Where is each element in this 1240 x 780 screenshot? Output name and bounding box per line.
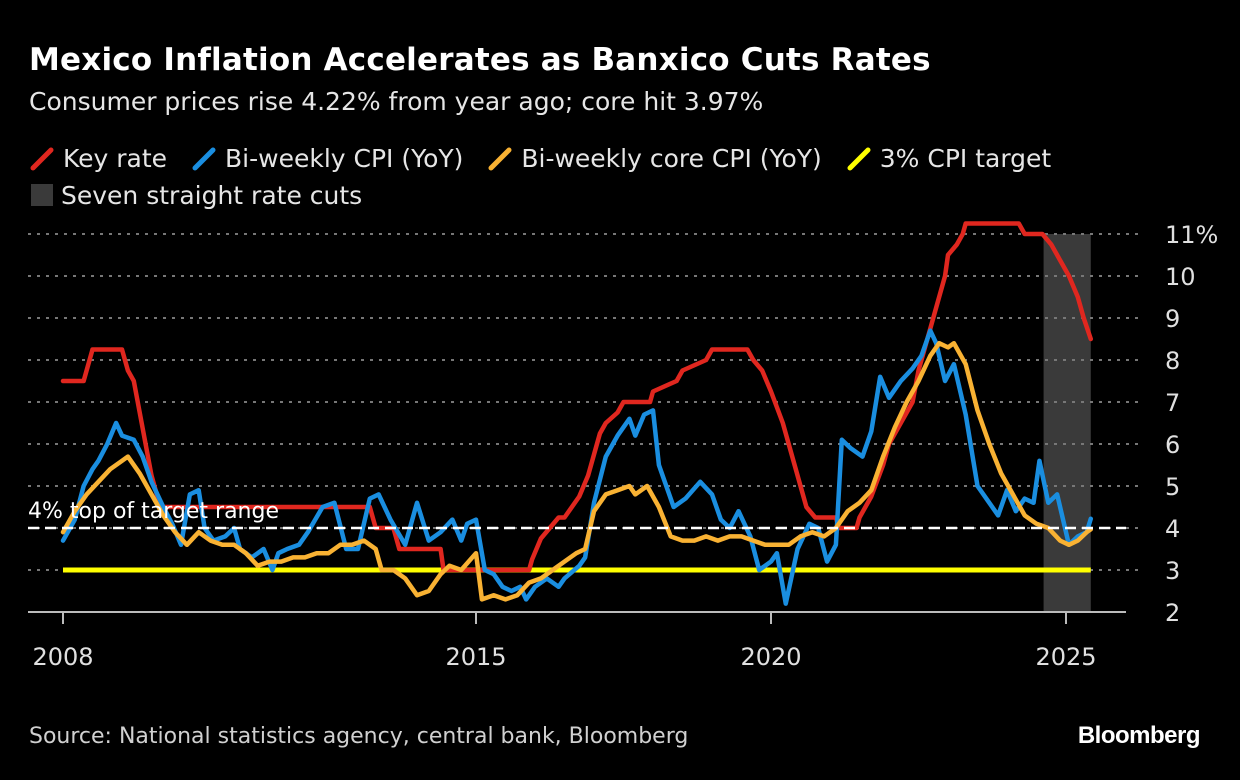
x-tick-label: 2008 bbox=[32, 643, 93, 671]
source-note: Source: National statistics agency, cent… bbox=[29, 724, 689, 749]
legend-swatch-orange-icon bbox=[488, 147, 512, 171]
legend-item-rate-cuts: Seven straight rate cuts bbox=[29, 177, 362, 213]
y-tick-label: 7 bbox=[1165, 389, 1180, 417]
series-line-key-rate bbox=[60, 221, 1094, 573]
series-line-cpi bbox=[60, 328, 1094, 606]
legend-item-core-cpi: Bi-weekly core CPI (YoY) bbox=[487, 140, 822, 176]
y-tick-label: 11% bbox=[1165, 221, 1218, 249]
y-tick-label: 9 bbox=[1165, 305, 1180, 333]
chart-title: Mexico Inflation Accelerates as Banxico … bbox=[29, 42, 931, 78]
y-tick-label: 3 bbox=[1165, 557, 1180, 585]
legend-label: Bi-weekly core CPI (YoY) bbox=[521, 143, 822, 173]
legend-label: 3% CPI target bbox=[879, 143, 1052, 173]
series-line-core-cpi bbox=[60, 340, 1094, 602]
chart-subtitle: Consumer prices rise 4.22% from year ago… bbox=[29, 87, 764, 116]
legend-item-target: 3% CPI target bbox=[846, 140, 1051, 176]
legend-label: Seven straight rate cuts bbox=[61, 180, 363, 210]
legend-item-cpi: Bi-weekly CPI (YoY) bbox=[191, 140, 463, 176]
shaded-region-rate-cuts bbox=[1043, 234, 1091, 612]
legend-swatch-yellow-icon bbox=[847, 147, 871, 171]
x-tick-label: 2020 bbox=[740, 643, 801, 671]
legend: Key rate Bi-weekly CPI (YoY) Bi-weekly c… bbox=[29, 140, 1209, 213]
y-tick-label: 6 bbox=[1165, 431, 1180, 459]
bloomberg-logo: Bloomberg bbox=[1077, 722, 1201, 749]
annotation-4pct: 4% top of target range bbox=[28, 499, 279, 524]
legend-label: Key rate bbox=[63, 143, 168, 173]
legend-item-key-rate: Key rate bbox=[29, 140, 167, 176]
x-tick-label: 2025 bbox=[1035, 643, 1096, 671]
y-tick-label: 5 bbox=[1165, 473, 1180, 501]
legend-swatch-red-icon bbox=[30, 147, 54, 171]
legend-swatch-gray-icon bbox=[31, 184, 53, 206]
x-tick-label: 2015 bbox=[445, 643, 506, 671]
y-tick-label: 8 bbox=[1165, 347, 1180, 375]
legend-swatch-blue-icon bbox=[192, 147, 216, 171]
y-tick-label: 4 bbox=[1165, 515, 1180, 543]
y-tick-label: 2 bbox=[1165, 599, 1180, 627]
y-tick-label: 10 bbox=[1165, 263, 1196, 291]
legend-label: Bi-weekly CPI (YoY) bbox=[225, 143, 464, 173]
